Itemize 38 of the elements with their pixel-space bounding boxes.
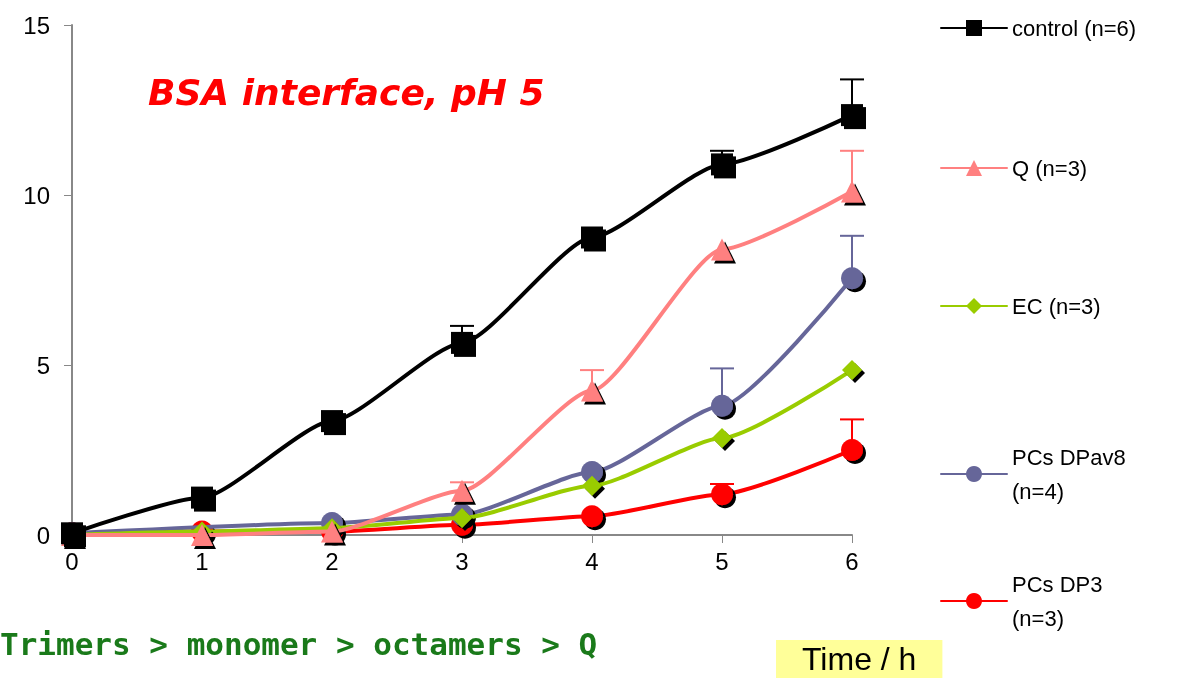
point — [841, 267, 863, 290]
point — [452, 508, 472, 528]
point — [841, 180, 863, 203]
x-tick-label: 6 — [845, 547, 859, 575]
point — [191, 486, 213, 509]
legend-label: control (n=6) — [1012, 15, 1137, 41]
point — [711, 238, 733, 261]
point — [451, 479, 473, 502]
point — [321, 410, 343, 433]
annotation: BSA interface, pH 5 — [148, 71, 545, 113]
y-tick-label: 5 — [36, 351, 50, 379]
point — [711, 394, 733, 417]
x-tick-label: 0 — [65, 547, 79, 575]
point — [582, 475, 602, 496]
legend-label: EC (n=3) — [1012, 293, 1101, 319]
y-tick-label: 0 — [36, 521, 50, 549]
x-tick-label: 3 — [455, 547, 469, 575]
legend-label: PCs DP3 (n=3) — [1012, 571, 1109, 631]
point — [712, 428, 732, 449]
y-tick-label: 15 — [23, 11, 50, 39]
legend-label: PCs DPav8 (n=4) — [1012, 444, 1132, 504]
point — [841, 439, 863, 461]
point — [841, 104, 863, 127]
x-tick-label: 5 — [715, 547, 729, 575]
point — [842, 360, 862, 381]
point — [711, 153, 733, 176]
y-tick-label: 10 — [23, 181, 50, 209]
x-tick-label: 4 — [585, 547, 599, 575]
legend-label: Q (n=3) — [1012, 155, 1088, 181]
text: Trimers > monomer > octamers > Q — [0, 625, 598, 662]
point — [581, 505, 603, 528]
x-axis-title: Time / h — [802, 641, 917, 677]
x-tick-label: 1 — [195, 547, 209, 575]
point — [451, 331, 473, 354]
point — [581, 379, 603, 402]
point — [711, 483, 733, 506]
point — [581, 226, 603, 249]
x-tick-label: 2 — [325, 547, 339, 575]
